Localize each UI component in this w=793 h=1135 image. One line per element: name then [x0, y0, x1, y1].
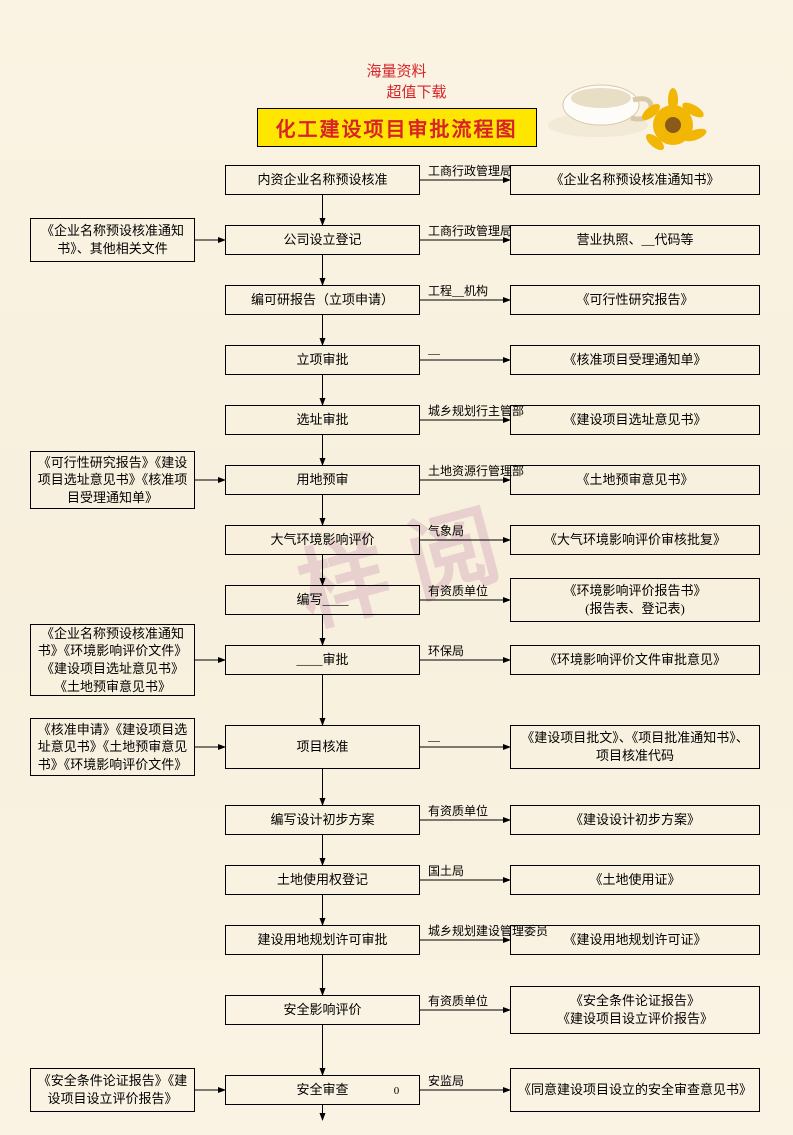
edge-label: 工商行政管理局 [428, 162, 512, 179]
header: 海量资料 超值下载 化工建设项目审批流程图 [0, 60, 793, 147]
flow-node: 《建设项目选址意见书》 [510, 405, 760, 435]
flow-node: 《大气环境影响评价审核批复》 [510, 525, 760, 555]
flow-node: 《环境影响评价报告书》 (报告表、登记表) [510, 578, 760, 622]
watermark-text: 样 阅 [282, 472, 511, 650]
flow-node: 《核准申请》《建设项目选址意见书》《土地预审意见书》《环境影响评价文件》 [30, 718, 195, 776]
flow-node: 公司设立登记 [225, 225, 420, 255]
flow-node: 《环境影响评价文件审批意见》 [510, 645, 760, 675]
flow-node: 《安全条件论证报告》 《建设项目设立评价报告》 [510, 986, 760, 1034]
edge-label: 气象局 [428, 522, 464, 539]
page-number: 0 [394, 1085, 400, 1097]
flow-node: 编写____ [225, 585, 420, 615]
flow-node: 安全影响评价 [225, 995, 420, 1025]
flow-node: 《土地使用证》 [510, 865, 760, 895]
header-tag-2: 超值下载 [40, 81, 793, 102]
flow-node: 选址审批 [225, 405, 420, 435]
flow-node: ____审批 [225, 645, 420, 675]
edge-label: 城乡规划建设管理委员 [428, 922, 548, 939]
edge-label: 有资质单位 [428, 802, 488, 819]
edge-label: 工商行政管理局 [428, 222, 512, 239]
flow-node: 内资企业名称预设核准 [225, 165, 420, 195]
page-title: 化工建设项目审批流程图 [276, 119, 518, 141]
edge-label: 环保局 [428, 642, 464, 659]
edge-label: 城乡规划行主管部 [428, 402, 524, 419]
edge-label: __ [428, 729, 440, 744]
edge-label: 有资质单位 [428, 992, 488, 1009]
flow-node: 大气环境影响评价 [225, 525, 420, 555]
flow-node: 《安全条件论证报告》《建设项目设立评价报告》 [30, 1068, 195, 1112]
flow-node: 《核准项目受理通知单》 [510, 345, 760, 375]
flow-node: 《建设项目批文》、《项目批准通知书》、项目核准代码 [510, 725, 760, 769]
flow-node: 土地使用权登记 [225, 865, 420, 895]
edge-label: 安监局 [428, 1072, 464, 1089]
flow-node: 《企业名称预设核准通知书》《环境影响评价文件》《建设项目选址意见书》《土地预审意… [30, 624, 195, 696]
flow-node: 安全审查 [225, 1075, 420, 1105]
flow-node: 编可研报告（立项申请） [225, 285, 420, 315]
flow-node: 营业执照、__代码等 [510, 225, 760, 255]
header-tag-1: 海量资料 [0, 60, 793, 81]
edge-label: 国土局 [428, 862, 464, 879]
flow-node: 《企业名称预设核准通知书》 [510, 165, 760, 195]
title-band: 化工建设项目审批流程图 [257, 108, 537, 147]
flow-node: 《土地预审意见书》 [510, 465, 760, 495]
flow-node: 用地预审 [225, 465, 420, 495]
edge-label: __ [428, 342, 440, 357]
flow-node: 《企业名称预设核准通知书》、其他相关文件 [30, 218, 195, 262]
flow-node: 项目核准 [225, 725, 420, 769]
flow-node: 《建设设计初步方案》 [510, 805, 760, 835]
edge-label: 土地资源行管理部 [428, 462, 524, 479]
flow-node: 《可行性研究报告》《建设项目选址意见书》《核准项目受理通知单》 [30, 451, 195, 509]
flow-node: 建设用地规划许可审批 [225, 925, 420, 955]
flow-node: 立项审批 [225, 345, 420, 375]
flow-node: 《同意建设项目设立的安全审查意见书》 [510, 1068, 760, 1112]
flow-node: 编写设计初步方案 [225, 805, 420, 835]
flow-node: 《可行性研究报告》 [510, 285, 760, 315]
edge-label: 有资质单位 [428, 582, 488, 599]
edge-label: 工程__机构 [428, 282, 488, 299]
